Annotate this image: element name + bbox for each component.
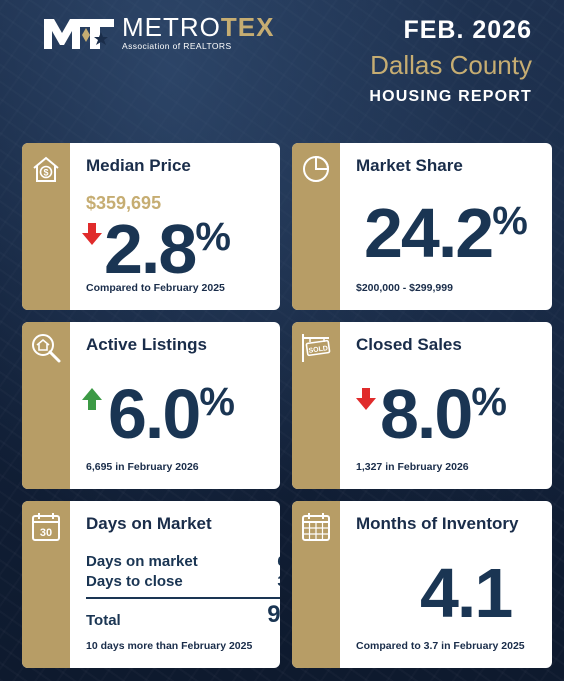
card-note: 6,695 in February 2026 (86, 461, 199, 473)
arrow-down-icon (356, 388, 376, 410)
days-on-market-card: 30 Days on Market Days on market66 Days … (22, 501, 280, 668)
card-note: 10 days more than February 2025 (86, 640, 253, 652)
calendar-30-icon: 30 (32, 513, 60, 541)
arrow-up-icon (82, 388, 102, 410)
house-dollar-icon: $ (33, 156, 59, 182)
logo-wordmark: METROTEX (122, 12, 275, 42)
pie-chart-icon (303, 155, 330, 182)
card-note: Compared to 3.7 in February 2025 (356, 640, 525, 652)
card-accent-strip (22, 501, 70, 668)
median-price-value: $359,695 (86, 193, 162, 213)
market-share-card: Market Share 24.2% $200,000 - $299,999 (292, 143, 552, 310)
card-note: 1,327 in February 2026 (356, 461, 469, 473)
logo-subtitle: Association of REALTORS (122, 41, 232, 51)
months-inventory-value: 4.1 (420, 554, 513, 632)
total-row: Total96 (86, 601, 280, 629)
days-breakdown-table: Days on market66 Days to close30 Total96 (86, 553, 280, 629)
metrotex-logo-mark (44, 18, 114, 49)
svg-text:$: $ (43, 168, 48, 178)
closed-sales-card: SOLD Closed Sales 8.0% 1,327 in February… (292, 322, 552, 489)
card-title: Days on Market (86, 514, 212, 533)
card-accent-strip (292, 143, 340, 310)
header: METROTEX Association of REALTORS FEB. 20… (0, 0, 564, 130)
card-title: Market Share (356, 156, 463, 175)
card-title: Median Price (86, 156, 191, 175)
svg-text:SOLD: SOLD (308, 345, 328, 355)
card-title: Active Listings (86, 335, 207, 354)
card-note: $200,000 - $299,999 (356, 282, 453, 294)
sold-sign-icon: SOLD (302, 334, 331, 362)
card-title: Months of Inventory (356, 514, 519, 533)
table-row: Days on market66 (86, 553, 280, 570)
search-house-icon (32, 334, 61, 363)
market-share-value: 24.2% (364, 194, 528, 272)
calendar-grid-icon (302, 513, 330, 541)
county-name: Dallas County (370, 50, 532, 80)
report-date: FEB. 2026 (403, 16, 532, 44)
svg-text:30: 30 (40, 527, 52, 539)
median-price-card: $ Median Price $359,695 2.8% Compared to… (22, 143, 280, 310)
card-note: Compared to February 2025 (86, 282, 225, 294)
active-listings-card: Active Listings 6.0% 6,695 in February 2… (22, 322, 280, 489)
card-accent-strip (292, 322, 340, 489)
arrow-down-icon (82, 223, 102, 245)
divider (86, 597, 280, 599)
months-inventory-card: Months of Inventory 4.1 Compared to 3.7 … (292, 501, 552, 668)
report-title: HOUSING REPORT (369, 88, 532, 105)
table-row: Days to close30 (86, 573, 280, 590)
active-listings-change: 6.0% (108, 375, 235, 453)
median-price-change: 2.8% (104, 210, 231, 288)
card-title: Closed Sales (356, 335, 462, 354)
metrotex-logo: METROTEX Association of REALTORS (42, 14, 274, 51)
closed-sales-change: 8.0% (380, 375, 507, 453)
card-accent-strip (22, 143, 70, 310)
